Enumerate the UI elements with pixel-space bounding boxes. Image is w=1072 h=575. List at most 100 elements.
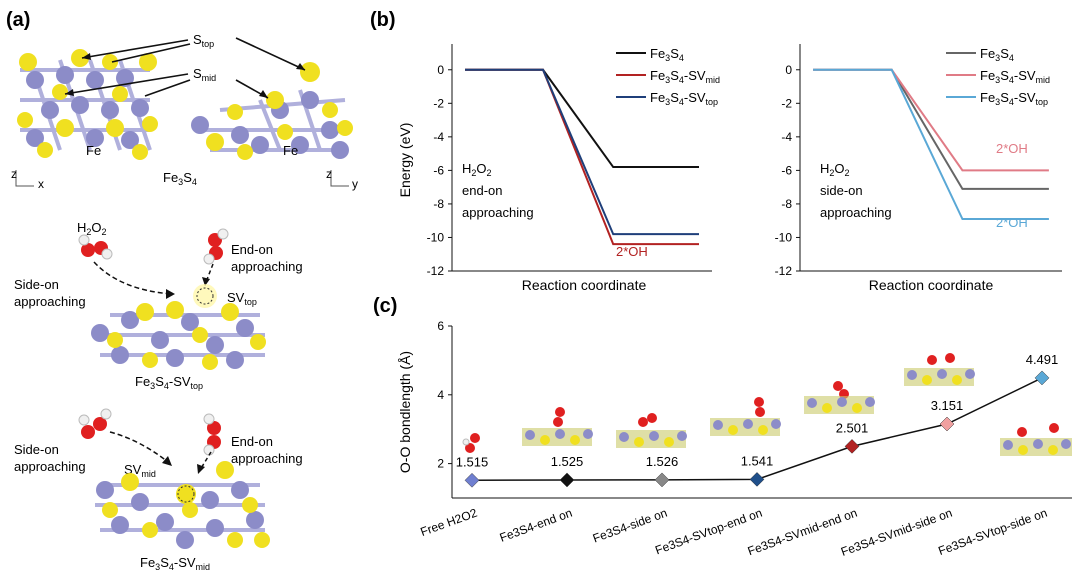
structure-sv-top: H2O2 End-on approaching Side-on approach… <box>14 220 303 391</box>
b-left-annotation-2: end-on <box>462 183 502 198</box>
sv-top-label: SVtop <box>227 290 257 307</box>
b-right-annotation-2: side-on <box>820 183 863 198</box>
bondlength-marker <box>844 439 860 454</box>
b-left-xlabel: Reaction coordinate <box>522 277 647 293</box>
bondlength-marker <box>464 472 480 488</box>
b-left-ylabel: Energy (eV) <box>397 123 413 198</box>
fe-label-right: Fe <box>283 143 298 158</box>
bondlength-value-label: 4.491 <box>1026 352 1059 367</box>
site-arrows <box>64 37 306 99</box>
fe-label-left: Fe <box>86 143 101 158</box>
y-tick-label: -8 <box>781 197 792 211</box>
y-tick-label: -12 <box>427 264 445 278</box>
bondlength-value-label: 1.515 <box>456 454 489 469</box>
axis-z-left: z <box>11 167 17 181</box>
c-x-labels: Free H2O2 Fe3S4-end on Fe3S4-side on Fe3S4-… <box>418 506 1049 559</box>
b-left-2oh-label: 2*OH <box>616 244 648 259</box>
structure-fe3s4-yz: Fe <box>191 62 353 160</box>
b-left-annotation-1: H2O2 <box>462 161 492 178</box>
side-on-label-3: Side-on <box>14 442 59 457</box>
bondlength-marker <box>749 472 765 487</box>
b-right-xlabel: Reaction coordinate <box>869 277 994 293</box>
end-on-label-2: approaching <box>231 259 303 274</box>
legend-r-fe3s4: Fe3S4 <box>980 46 1014 63</box>
thumb-svmid-end-on <box>804 381 875 414</box>
b-right-legend: Fe3S4 Fe3S4-SVmid Fe3S4-SVtop <box>946 46 1050 107</box>
bondlength-value-label: 3.151 <box>931 398 964 413</box>
b-right-2oh-label-2: 2*OH <box>996 215 1028 230</box>
axis-y-right: y <box>352 177 358 191</box>
y-tick-label: -10 <box>775 230 793 244</box>
fe-atoms-right <box>191 91 349 159</box>
h2o2-label: H2O2 <box>77 220 107 237</box>
category-label: Fe3S4-end on <box>498 506 574 545</box>
bondlength-value-label: 1.526 <box>646 454 679 469</box>
end-on-label-4: approaching <box>231 451 303 466</box>
energy-chart-side-on: 0 -2 -4 -6 -8 -10 -12 Reaction coordinate Fe3S… <box>775 44 1062 293</box>
y-tick-label: 6 <box>437 319 444 333</box>
b-left-series <box>465 68 699 246</box>
h2o2-molecule-end-1 <box>203 228 229 265</box>
thumb-svtop-end-on <box>710 397 781 436</box>
end-on-label-1: End-on <box>231 242 273 257</box>
structure-fe3s4-xz: Fe <box>17 49 158 160</box>
y-tick-label: 2 <box>437 457 444 471</box>
bondlength-marker <box>654 472 670 488</box>
h2o2-molecule-side-2 <box>78 408 112 439</box>
fe3s4-svmid-label: Fe3S4-SVmid <box>140 555 210 572</box>
s-atoms-right <box>206 62 353 160</box>
category-label: Fe3S4-SVtop-side on <box>936 506 1049 558</box>
c-ylabel: O-O bondlength (Å) <box>397 351 413 473</box>
y-tick-label: -10 <box>427 230 445 244</box>
c-y-ticks: 2 4 6 <box>437 319 452 471</box>
legend-fe3s4-svtop: Fe3S4-SVtop <box>650 90 718 107</box>
bondlength-value-label: 1.541 <box>741 453 774 468</box>
fe3s4-svtop-label: Fe3S4-SVtop <box>135 374 203 391</box>
thumb-svmid-side-on <box>904 353 975 386</box>
b-right-2oh-label-1: 2*OH <box>996 141 1028 156</box>
s-top-label: Stop <box>193 32 214 49</box>
s-mid-label: Smid <box>193 66 216 83</box>
bondlength-marker <box>559 472 575 488</box>
b-right-axes <box>799 44 1062 272</box>
energy-chart-end-on: 0 -2 -4 -6 -8 -10 -12 Energy (eV) Reaction coo… <box>397 44 720 293</box>
y-tick-label: -2 <box>781 96 792 110</box>
bondlength-marker <box>939 416 955 432</box>
site-labels: Stop Smid <box>64 32 306 99</box>
axis-marker-xz: z x <box>11 167 44 191</box>
side-on-label-2: approaching <box>14 294 86 309</box>
category-label: Fe3S4-side on <box>591 506 669 546</box>
energy-series-line <box>813 68 1049 221</box>
b-right-annotation-1: H2O2 <box>820 161 850 178</box>
y-tick-label: -4 <box>433 130 444 144</box>
b-left-axes <box>451 44 712 272</box>
bondlength-marker <box>1034 370 1050 386</box>
legend-r-fe3s4-svmid: Fe3S4-SVmid <box>980 68 1050 85</box>
axis-marker-yz: z y <box>326 167 358 191</box>
side-on-label-1: Side-on <box>14 277 59 292</box>
legend-fe3s4: Fe3S4 <box>650 46 684 63</box>
category-label: Free H2O2 <box>418 506 479 540</box>
bondlength-chart: 246 O-O bondlength (Å) 1.515 1.525 1.526 1.… <box>397 319 1072 559</box>
y-tick-label: -12 <box>775 264 793 278</box>
y-tick-label: -8 <box>433 197 444 211</box>
end-on-label-3: End-on <box>231 434 273 449</box>
y-tick-label: 0 <box>437 63 444 77</box>
fe3s4-label: Fe3S4 <box>163 170 197 187</box>
thumb-side-on <box>616 413 687 448</box>
panel-a: Fe Fe Stop Smid <box>11 32 358 572</box>
thumb-svtop-side-on <box>1000 423 1072 456</box>
fe-atoms-left <box>26 66 149 149</box>
thumb-free-h2o2 <box>462 433 480 453</box>
y-tick-label: -4 <box>781 130 792 144</box>
site-arrowheads <box>65 53 305 98</box>
axis-x-left: x <box>38 177 44 191</box>
y-tick-label: 0 <box>785 63 792 77</box>
energy-series-line <box>465 68 699 236</box>
side-on-label-4: approaching <box>14 459 86 474</box>
h2o2-molecule-side-1 <box>78 234 113 260</box>
c-thumbnails <box>462 353 1072 456</box>
bondlength-value-label: 1.525 <box>551 454 584 469</box>
b-left-legend: Fe3S4 Fe3S4-SVmid Fe3S4-SVtop <box>616 46 720 107</box>
